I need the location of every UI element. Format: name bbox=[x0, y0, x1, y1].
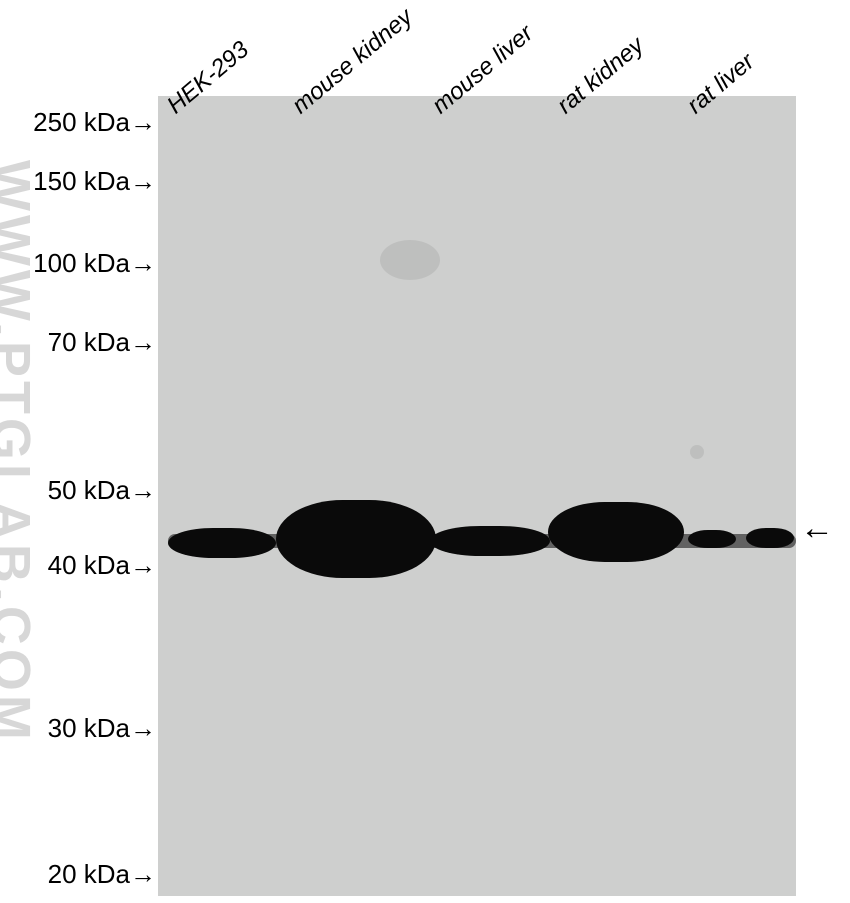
band-arrow-icon: ← bbox=[800, 509, 834, 548]
smudge bbox=[380, 240, 440, 280]
mw-marker-label: 70 kDa→ bbox=[48, 327, 156, 358]
mw-marker-label: 50 kDa→ bbox=[48, 475, 156, 506]
mw-marker-label: 30 kDa→ bbox=[48, 713, 156, 744]
blot-figure: WWW.PTGLAB.COM HEK-293mouse kidneymouse … bbox=[0, 0, 850, 903]
smudge bbox=[690, 445, 704, 459]
mw-marker-label: 100 kDa→ bbox=[33, 248, 156, 279]
band bbox=[168, 528, 276, 558]
band bbox=[430, 526, 550, 556]
band bbox=[688, 530, 736, 548]
mw-marker-label: 250 kDa→ bbox=[33, 107, 156, 138]
band bbox=[276, 500, 436, 578]
mw-marker-label: 150 kDa→ bbox=[33, 166, 156, 197]
band bbox=[746, 528, 794, 548]
band bbox=[548, 502, 684, 562]
mw-marker-label: 40 kDa→ bbox=[48, 550, 156, 581]
mw-marker-label: 20 kDa→ bbox=[48, 859, 156, 890]
membrane-area bbox=[158, 96, 796, 896]
